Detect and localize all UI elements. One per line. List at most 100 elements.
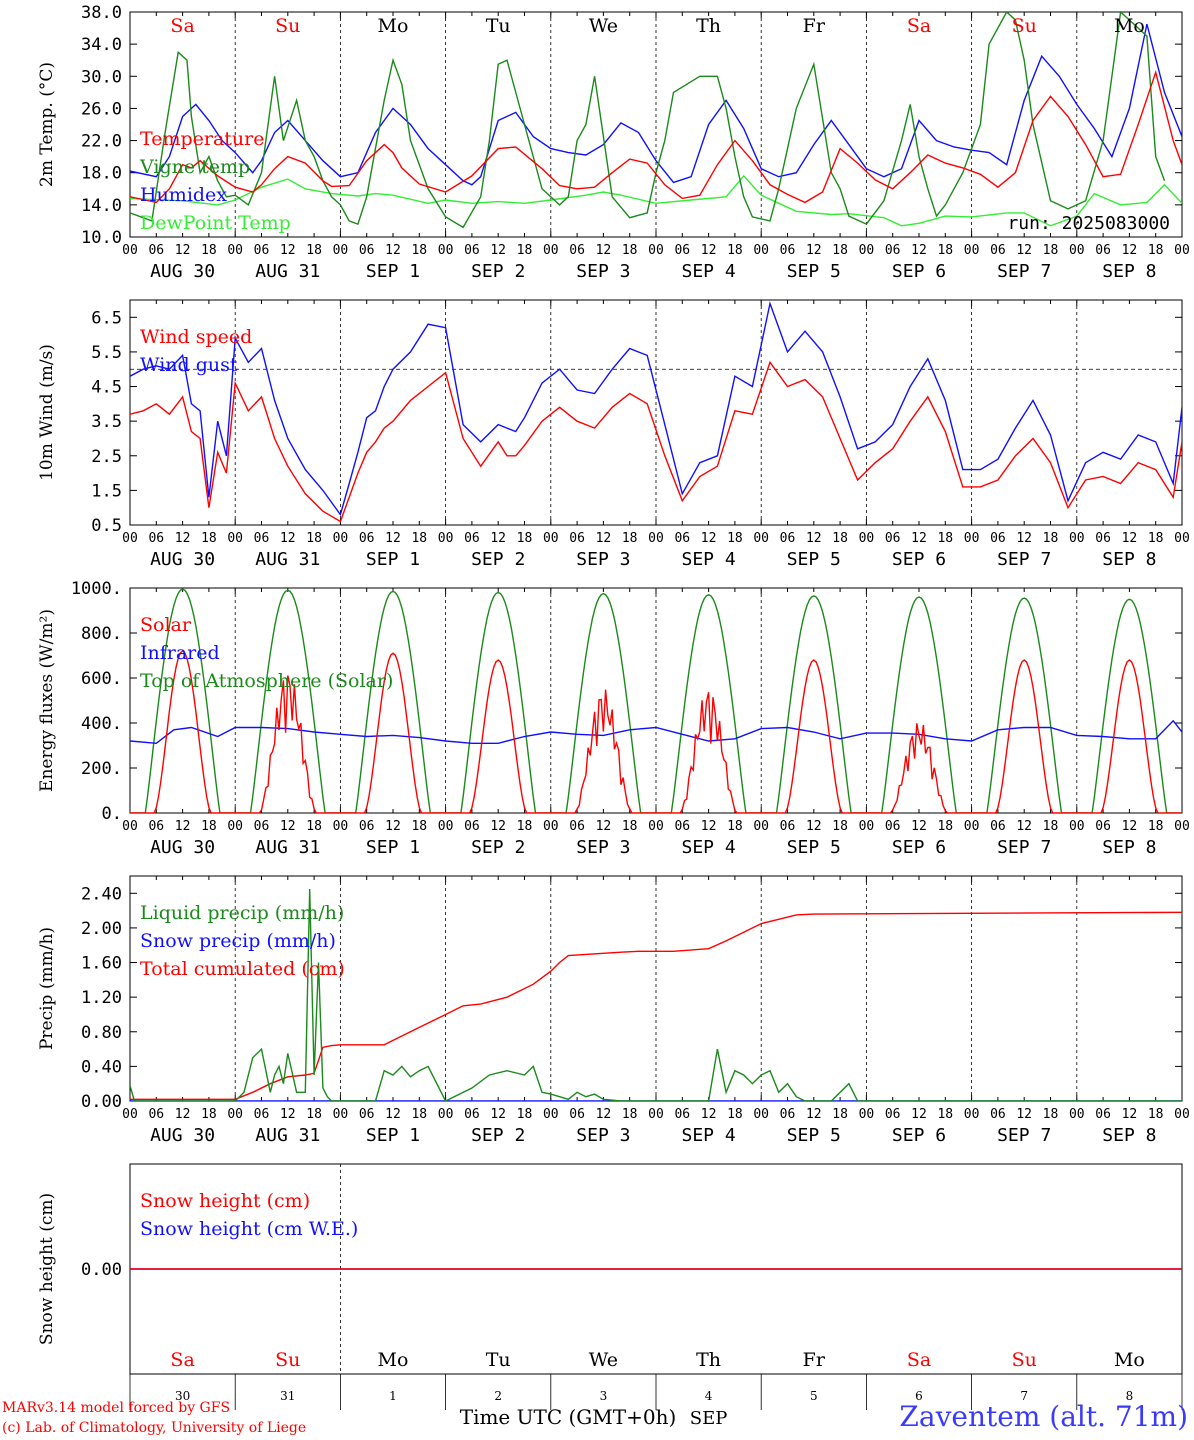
- hour-tick-label: 06: [885, 819, 901, 834]
- hour-tick-label: 18: [411, 531, 427, 546]
- hour-tick-label: 12: [175, 1107, 191, 1122]
- hour-tick-label: 12: [385, 819, 401, 834]
- day-date-label: SEP 8: [1102, 1125, 1156, 1146]
- y-axis-label: 2m Temp. (°C): [37, 62, 57, 187]
- day-name-label: Su: [275, 1349, 300, 1371]
- hour-tick-label: 06: [990, 1107, 1006, 1122]
- hour-tick-label: 18: [622, 1107, 638, 1122]
- day-date-label: AUG 31: [255, 549, 320, 570]
- legend-entry: Humidex: [140, 184, 227, 206]
- day-date-label: SEP 6: [892, 261, 946, 282]
- day-name-label: Mo: [378, 15, 409, 37]
- hour-tick-label: 12: [385, 1107, 401, 1122]
- hour-tick-label: 12: [911, 531, 927, 546]
- hour-tick-label: 00: [753, 1107, 769, 1122]
- day-date-label: SEP 1: [366, 837, 420, 858]
- day-number-label: 4: [705, 1389, 713, 1403]
- legend-entry: Top of Atmosphere (Solar): [140, 670, 393, 692]
- hour-tick-label: 06: [464, 531, 480, 546]
- legend-entry: Wind speed: [140, 326, 252, 348]
- hour-tick-label: 06: [464, 819, 480, 834]
- hour-tick-label: 12: [911, 819, 927, 834]
- day-date-label: SEP 1: [366, 261, 420, 282]
- y-tick-label: 400.: [81, 714, 122, 734]
- hour-tick-label: 00: [1174, 819, 1190, 834]
- y-tick-label: 600.: [81, 669, 122, 689]
- hour-tick-label: 12: [1016, 531, 1032, 546]
- hour-tick-label: 06: [1095, 531, 1111, 546]
- series-line-total-cumulated-cm-: [130, 911, 1182, 1101]
- hour-tick-label: 18: [1043, 819, 1059, 834]
- day-name-label: Su: [1012, 1349, 1037, 1371]
- day-date-label: SEP 6: [892, 549, 946, 570]
- hour-tick-label: 12: [490, 531, 506, 546]
- day-date-label: AUG 30: [150, 549, 215, 570]
- hour-tick-label: 00: [438, 1107, 454, 1122]
- hour-tick-label: 18: [832, 1107, 848, 1122]
- y-tick-label: 0.: [102, 804, 122, 824]
- day-date-label: SEP 2: [471, 261, 525, 282]
- hour-tick-label: 06: [780, 819, 796, 834]
- hour-tick-label: 00: [859, 819, 875, 834]
- y-tick-label: 1.5: [91, 481, 122, 501]
- hour-tick-label: 18: [1043, 243, 1059, 258]
- hour-tick-label: 06: [148, 531, 164, 546]
- hour-tick-label: 06: [359, 819, 375, 834]
- hour-tick-label: 06: [990, 531, 1006, 546]
- day-name-label: We: [589, 1349, 618, 1371]
- hour-tick-label: 18: [201, 243, 217, 258]
- hour-tick-label: 12: [701, 1107, 717, 1122]
- legend-entry: Solar: [140, 614, 192, 636]
- day-date-label: SEP 6: [892, 837, 946, 858]
- hour-tick-label: 06: [885, 531, 901, 546]
- legend-entry: Infrared: [140, 642, 220, 664]
- hour-tick-label: 00: [333, 1107, 349, 1122]
- run-label: run: 2025083000: [1007, 213, 1170, 234]
- y-tick-label: 0.00: [81, 1092, 122, 1112]
- hour-tick-label: 12: [280, 243, 296, 258]
- hour-tick-label: 12: [911, 243, 927, 258]
- series-line-temperature: [130, 69, 1182, 204]
- hour-tick-label: 18: [832, 243, 848, 258]
- hour-tick-label: 00: [964, 1107, 980, 1122]
- hour-tick-label: 12: [280, 1107, 296, 1122]
- day-number-label: 8: [1126, 1389, 1134, 1403]
- day-date-label: SEP 5: [787, 549, 841, 570]
- day-date-label: SEP 3: [576, 1125, 630, 1146]
- y-tick-label: 10.0: [81, 228, 122, 248]
- hour-tick-label: 00: [333, 819, 349, 834]
- hour-tick-label: 00: [1069, 531, 1085, 546]
- hour-tick-label: 00: [227, 1107, 243, 1122]
- hour-tick-label: 06: [674, 531, 690, 546]
- day-date-label: SEP 8: [1102, 261, 1156, 282]
- y-tick-label: 2.40: [81, 884, 122, 904]
- hour-tick-label: 18: [306, 243, 322, 258]
- hour-tick-label: 00: [543, 819, 559, 834]
- day-name-label: Su: [1012, 15, 1037, 37]
- hour-tick-label: 18: [517, 531, 533, 546]
- hour-tick-label: 18: [622, 819, 638, 834]
- day-name-label: Fr: [803, 15, 826, 37]
- day-name-label: Fr: [803, 1349, 826, 1371]
- hour-tick-label: 00: [122, 1107, 138, 1122]
- credit-model: MARv3.14 model forced by GFS: [2, 1400, 231, 1416]
- y-tick-label: 6.5: [91, 308, 122, 328]
- day-name-label: Mo: [1114, 15, 1145, 37]
- day-date-label: SEP 2: [471, 549, 525, 570]
- hour-tick-label: 00: [438, 531, 454, 546]
- hour-tick-label: 18: [201, 1107, 217, 1122]
- day-name-label: Mo: [378, 1349, 409, 1371]
- day-name-label: Mo: [1114, 1349, 1145, 1371]
- hour-tick-label: 12: [1122, 1107, 1138, 1122]
- hour-tick-label: 12: [1122, 531, 1138, 546]
- day-name-label: Sa: [907, 15, 931, 37]
- y-tick-label: 0.80: [81, 1023, 122, 1043]
- day-name-label: We: [589, 15, 618, 37]
- series-line-solar: [130, 650, 1182, 813]
- day-number-label: 7: [1020, 1389, 1028, 1403]
- day-date-label: SEP 8: [1102, 549, 1156, 570]
- hour-tick-label: 00: [648, 1107, 664, 1122]
- credit-lab: (c) Lab. of Climatology, University of L…: [2, 1420, 307, 1436]
- plot-frame: [129, 587, 1183, 814]
- x-axis-month: SEP: [690, 1408, 728, 1429]
